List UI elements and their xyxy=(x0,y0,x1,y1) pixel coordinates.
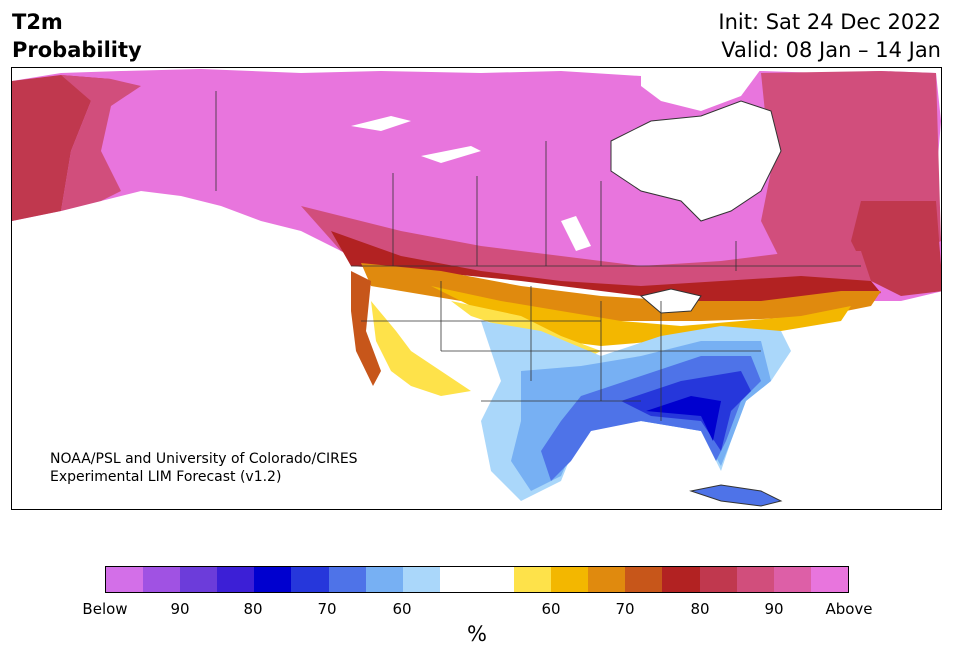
legend-label-above: Above xyxy=(825,600,873,618)
legend-swatch-2 xyxy=(180,567,218,592)
legend-swatch-10 xyxy=(476,567,515,592)
legend-swatch-11 xyxy=(514,567,552,592)
lake-great-bear xyxy=(351,116,411,131)
init-date: Init: Sat 24 Dec 2022 xyxy=(718,10,941,34)
map-title: T2m Probability xyxy=(12,8,142,64)
hudson-bay xyxy=(610,100,782,222)
product-label: Probability xyxy=(12,38,142,62)
legend-swatch-18 xyxy=(773,567,811,592)
legend-swatch-15 xyxy=(662,567,700,592)
legend-swatch-4 xyxy=(254,567,292,592)
legend-label-70-warm: 70 xyxy=(615,600,635,618)
legend-label-80-cold: 80 xyxy=(243,600,263,618)
legend-swatch-8 xyxy=(402,567,440,592)
legend-swatch-13 xyxy=(588,567,626,592)
legend-swatch-16 xyxy=(699,567,737,592)
color-legend-bar xyxy=(105,566,849,593)
legend-swatch-14 xyxy=(625,567,663,592)
great-lakes xyxy=(639,288,702,314)
legend-swatch-19 xyxy=(810,567,848,592)
credit-line-2: Experimental LIM Forecast (v1.2) xyxy=(50,469,282,485)
west-yellow-region xyxy=(371,301,471,396)
forecast-dates: Init: Sat 24 Dec 2022 Valid: 08 Jan – 14… xyxy=(718,8,941,64)
legend-swatch-5 xyxy=(291,567,329,592)
legend-label-60-warm: 60 xyxy=(541,600,561,618)
west-coast-orange xyxy=(351,271,381,386)
map-panel: NOAA/PSL and University of Colorado/CIRE… xyxy=(11,67,942,510)
legend-label-60-cold: 60 xyxy=(392,600,412,618)
political-borders xyxy=(215,91,861,421)
cuba xyxy=(689,484,783,507)
se-darkest-blue xyxy=(646,396,721,441)
legend-unit: % xyxy=(467,622,487,646)
alaska-red-band xyxy=(12,75,111,221)
variable-label: T2m xyxy=(12,10,63,34)
valid-range: Valid: 08 Jan – 14 Jan xyxy=(721,38,941,62)
east-canada-red xyxy=(851,201,941,296)
credit-line-1: NOAA/PSL and University of Colorado/CIRE… xyxy=(50,451,358,467)
legend-swatch-3 xyxy=(217,567,255,592)
legend-swatch-12 xyxy=(551,567,589,592)
credit-text: NOAA/PSL and University of Colorado/CIRE… xyxy=(50,450,358,486)
legend-swatch-9 xyxy=(439,567,477,592)
legend-label-80-warm: 80 xyxy=(690,600,710,618)
legend-label-90-cold: 90 xyxy=(170,600,190,618)
legend-swatch-0 xyxy=(106,567,144,592)
lake-great-slave xyxy=(421,146,481,163)
legend-label-below: Below xyxy=(82,600,128,618)
legend-swatch-7 xyxy=(365,567,403,592)
legend-swatch-1 xyxy=(143,567,181,592)
alaska-rose-band xyxy=(61,75,141,211)
color-legend-labels: Below 90 80 70 60 60 70 80 90 Above xyxy=(0,600,953,620)
north-america-map xyxy=(12,69,941,507)
lake-winnipeg xyxy=(561,216,591,251)
legend-swatch-17 xyxy=(736,567,774,592)
legend-swatch-6 xyxy=(328,567,366,592)
legend-label-90-warm: 90 xyxy=(764,600,784,618)
legend-label-70-cold: 70 xyxy=(317,600,337,618)
arctic-water xyxy=(641,69,761,111)
